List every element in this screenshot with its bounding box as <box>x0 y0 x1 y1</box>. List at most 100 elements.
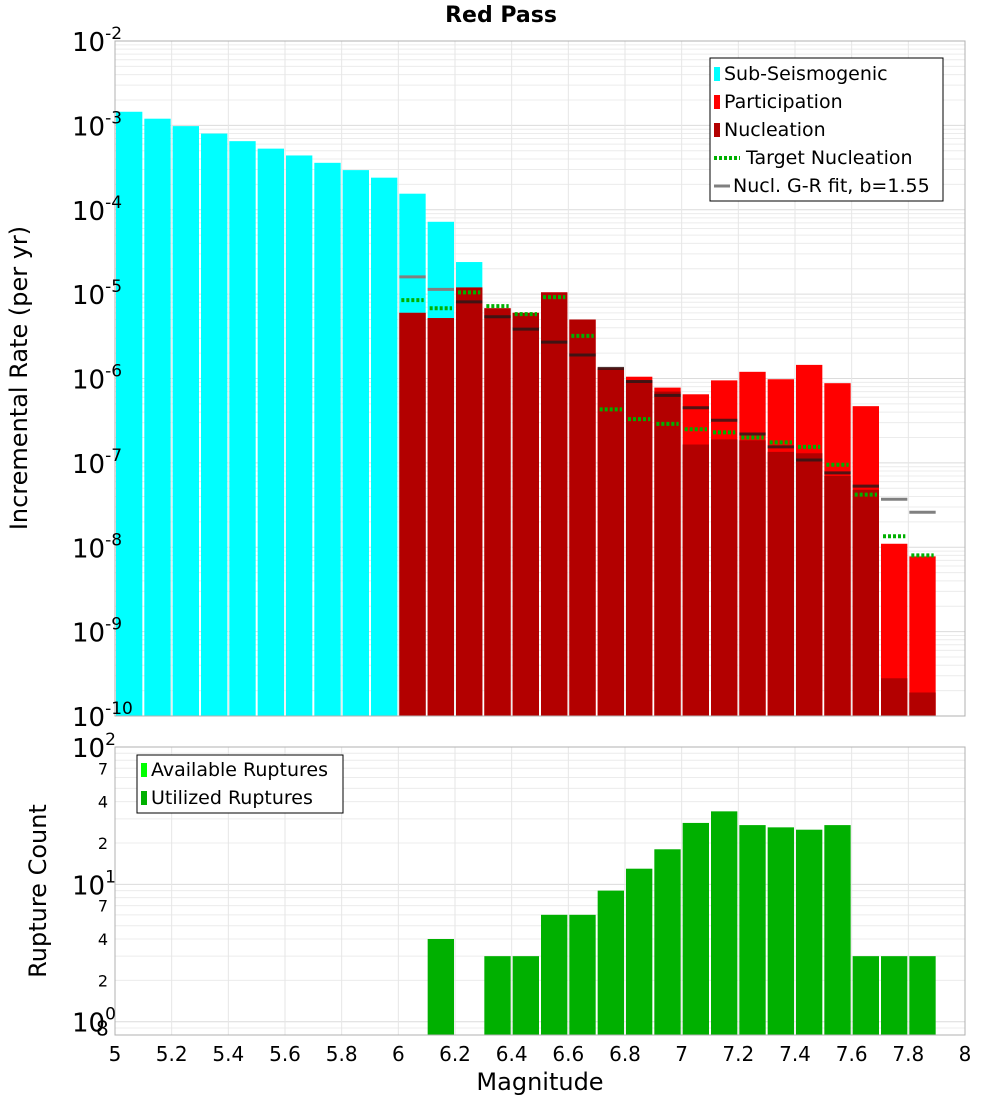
x-tick-label: 7.4 <box>779 1042 811 1066</box>
utilized-ruptures-bar <box>427 939 454 1035</box>
legend-swatch-available-ruptures <box>141 763 147 777</box>
x-tick-label: 7 <box>675 1042 688 1066</box>
legend-label-utilized-ruptures: Utilized Ruptures <box>151 787 313 809</box>
x-tick-labels: 5 5.2 5.4 5.6 5.8 6 6.2 6.4 6.6 6.8 7 7.2 7.4 7.6 7.8 8 <box>109 1042 972 1066</box>
x-tick-label: 6.4 <box>496 1042 528 1066</box>
legend-label-participation: Participation <box>724 91 843 113</box>
x-tick-label: 5.6 <box>269 1042 301 1066</box>
top-panel: 10-10 10-9 10-8 10-7 10-6 10-5 10-4 10-3 10-2 Re… <box>5 3 966 733</box>
top-y-tick-label: 10-5 <box>72 277 122 311</box>
x-tick-label: 5.8 <box>326 1042 358 1066</box>
nucleation-bar <box>711 439 738 716</box>
nucleation-bar <box>569 319 596 716</box>
x-tick-label: 6.8 <box>609 1042 641 1066</box>
legend-swatch-sub-seismogenic <box>714 67 720 81</box>
nucleation-bar <box>654 391 681 716</box>
nucleation-bar <box>626 380 653 716</box>
utilized-ruptures-bar <box>541 914 568 1035</box>
legend-label-target-nucleation: Target Nucleation <box>745 147 913 169</box>
sub-seismogenic-bar <box>144 118 171 716</box>
top-y-tick-label: 10-10 <box>72 699 133 733</box>
utilized-ruptures-bar <box>909 956 936 1035</box>
bottom-y-tick-label: 100 <box>72 1005 116 1039</box>
top-legend-box <box>709 57 944 202</box>
nucleation-bar <box>399 312 426 716</box>
sub-seismogenic-bar <box>229 141 256 717</box>
sub-seismogenic-bar <box>371 177 398 716</box>
legend-label-nucleation: Nucleation <box>724 119 826 141</box>
x-tick-label: 6 <box>392 1042 405 1066</box>
utilized-ruptures-bar <box>512 956 539 1035</box>
bottom-y-tick-label: 2 <box>98 834 108 853</box>
nucleation-bar <box>909 692 936 716</box>
nucleation-bar <box>512 312 539 716</box>
participation-bar <box>909 556 936 716</box>
sub-seismogenic-bar <box>172 126 199 717</box>
top-marks <box>399 275 936 558</box>
bottom-y-axis-title: Rupture Count <box>24 804 52 978</box>
legend-swatch-participation <box>714 95 720 109</box>
x-tick-label: 7.8 <box>892 1042 924 1066</box>
nucleation-bar <box>456 287 483 716</box>
x-axis-title: Magnitude <box>476 1068 603 1096</box>
utilized-ruptures-bar <box>682 822 709 1035</box>
top-y-tick-label: 10-4 <box>72 193 122 227</box>
top-y-tick-label: 10-2 <box>72 24 122 58</box>
utilized-ruptures-bar <box>626 868 653 1035</box>
x-tick-label: 5.4 <box>212 1042 244 1066</box>
legend-label-available-ruptures: Available Ruptures <box>151 759 328 781</box>
nucleation-bar <box>739 440 766 716</box>
bottom-y-tick-label: 7 <box>98 897 108 916</box>
top-y-tick-label: 10-9 <box>72 615 122 649</box>
utilized-ruptures-bar <box>767 827 794 1035</box>
top-y-tick-label: 10-7 <box>72 446 122 480</box>
x-tick-label: 5.2 <box>156 1042 188 1066</box>
sub-seismogenic-bar <box>116 111 143 716</box>
legend-swatch-nucleation <box>714 123 720 137</box>
nucleation-bar <box>682 444 709 716</box>
bottom-y-tick-label: 101 <box>72 867 116 901</box>
utilized-ruptures-bar <box>711 811 738 1035</box>
sub-seismogenic-bar <box>314 162 341 716</box>
nucleation-bar <box>881 678 908 716</box>
utilized-ruptures-bar <box>654 849 681 1035</box>
x-tick-label: 7.6 <box>836 1042 868 1066</box>
nucleation-bar <box>852 489 879 716</box>
nucleation-bar <box>541 292 568 716</box>
nucleation-bar <box>796 453 823 716</box>
utilized-ruptures-bar <box>881 956 908 1035</box>
top-bars <box>116 111 936 717</box>
bottom-y-tick-label: 2 <box>98 971 108 990</box>
top-y-tick-label: 10-3 <box>72 108 122 142</box>
bottom-legend: Available Ruptures Utilized Ruptures <box>136 754 344 814</box>
x-tick-label: 8 <box>959 1042 972 1066</box>
x-tick-label: 6.6 <box>552 1042 584 1066</box>
nucleation-bar <box>597 368 624 716</box>
bottom-y-tick-label: 102 <box>72 730 116 764</box>
nucleation-bar <box>484 308 511 716</box>
bottom-y-tick-label: 7 <box>98 759 108 778</box>
sub-seismogenic-bar <box>257 148 284 716</box>
bottom-y-tick-label: 4 <box>98 930 108 949</box>
sub-seismogenic-bar <box>201 133 228 717</box>
top-plot-frame <box>114 40 966 717</box>
bottom-bars <box>427 811 936 1035</box>
sub-seismogenic-bar <box>342 170 369 716</box>
nucleation-bar <box>767 451 794 716</box>
legend-swatch-utilized-ruptures <box>141 791 147 805</box>
top-y-tick-labels: 10-10 10-9 10-8 10-7 10-6 10-5 10-4 10-3 10-2 <box>72 24 133 733</box>
utilized-ruptures-bar <box>569 914 596 1035</box>
utilized-ruptures-bar <box>739 825 766 1035</box>
legend-label-nucl-g-r-fit-b-1-55: Nucl. G-R fit, b=1.55 <box>733 175 930 197</box>
utilized-ruptures-bar <box>597 890 624 1035</box>
top-y-tick-label: 10-6 <box>72 362 122 396</box>
bottom-y-tick-label: 4 <box>98 793 108 812</box>
bottom-plot-frame <box>114 746 966 1036</box>
top-legend: Sub-Seismogenic Participation Nucleation Ta… <box>709 57 944 202</box>
legend-label-sub-seismogenic: Sub-Seismogenic <box>724 63 888 85</box>
utilized-ruptures-bar <box>852 956 879 1035</box>
chart-title: Red Pass <box>445 3 557 28</box>
